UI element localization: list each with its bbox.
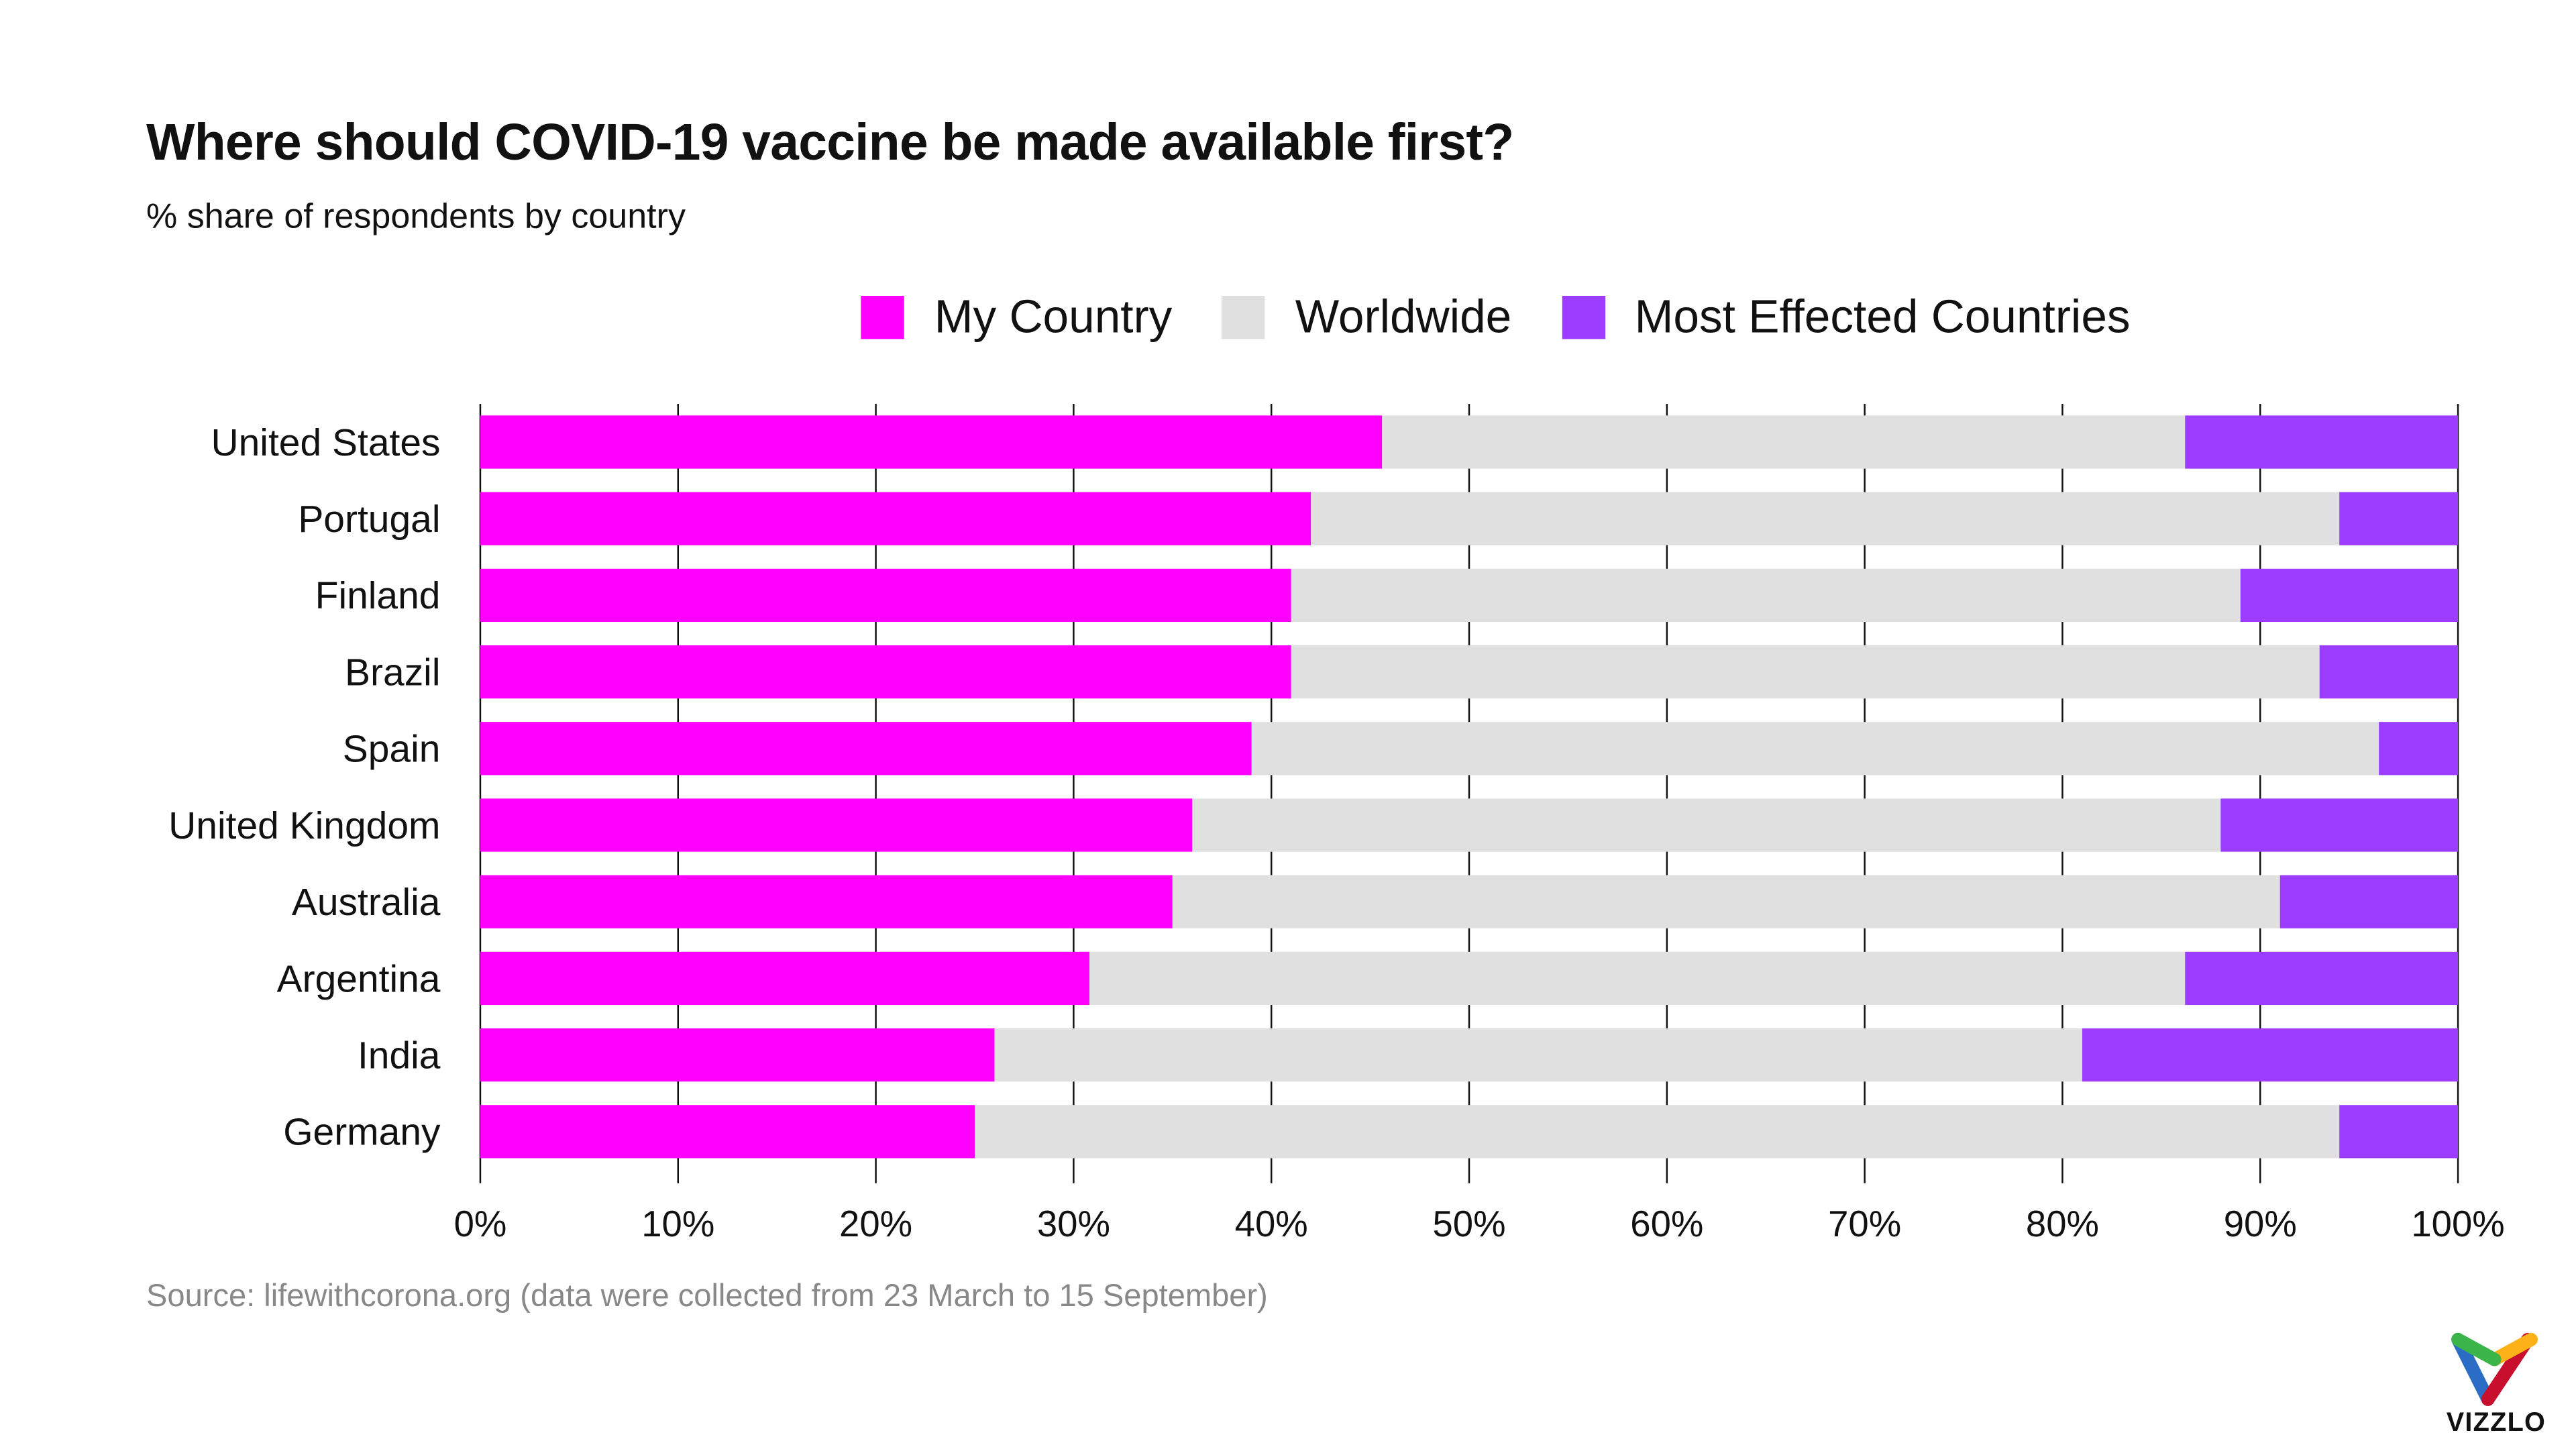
bar-segment [480,1028,995,1082]
category-label: Brazil [345,651,440,694]
bar-segment [2319,645,2459,699]
category-label: India [358,1034,441,1077]
bar-segment [480,492,1311,545]
legend-swatch [1561,295,1605,339]
bar-segment [1172,875,2280,928]
bar-segment [480,568,1291,623]
category-label: Germany [283,1111,441,1154]
x-tick-label: 20% [839,1203,912,1244]
bar-segment [2379,722,2459,775]
bar-segment [1089,951,2186,1006]
bar-segment [2220,798,2459,852]
bar-segment [480,722,1252,775]
bar-segment [480,875,1173,928]
bar-segment [2339,1105,2459,1159]
bar-segment [974,1105,2340,1159]
bar-segment [2240,568,2459,623]
legend: My Country Worldwide Most Effected Countri… [0,291,2576,344]
bar-segment [2082,1028,2459,1082]
x-tick-label: 80% [2026,1203,2099,1244]
x-tick-label: 100% [2411,1203,2504,1244]
category-label: Spain [343,728,441,771]
chart-subtitle: % share of respondents by country [146,197,686,236]
x-tick-label: 10% [641,1203,714,1244]
bar-segment [1311,492,2340,545]
legend-item: My Country [861,290,1173,344]
bar-segment [1192,798,2221,852]
bar-segment [480,798,1193,852]
x-tick-label: 70% [1828,1203,1901,1244]
bar-segment [480,951,1089,1006]
x-tick-label: 50% [1432,1203,1505,1244]
x-tick-label: 30% [1037,1203,1110,1244]
bar-segment [1291,645,2320,699]
legend-swatch [861,295,905,339]
legend-item: Most Effected Countries [1561,290,2131,344]
x-tick-label: 60% [1630,1203,1703,1244]
legend-label: Worldwide [1295,290,1512,343]
x-tick-label: 0% [454,1203,507,1244]
category-label: Argentina [277,957,441,1000]
bar-segment [994,1028,2082,1082]
x-tick-label: 90% [2224,1203,2297,1244]
category-label: Australia [292,881,441,924]
vizzlo-logo-text: VIZZLO [2446,1409,2546,1438]
chart-title: Where should COVID-19 vaccine be made av… [146,113,1514,172]
legend-label: Most Effected Countries [1634,290,2131,343]
category-label: United States [211,421,440,464]
bar-segment [2339,492,2459,545]
bar-segment [2185,415,2459,469]
vizzlo-logo-icon [2451,1332,2538,1406]
category-label: United Kingdom [168,804,440,847]
bar-segment [2185,951,2459,1006]
legend-label: My Country [934,290,1173,343]
legend-item: Worldwide [1222,290,1512,344]
source-note: Source: lifewithcorona.org (data were co… [146,1279,1268,1315]
category-label: Portugal [298,498,440,541]
x-tick-label: 40% [1235,1203,1308,1244]
bar-segment [1382,415,2186,469]
bar-segment [480,645,1291,699]
category-label: Finland [315,574,441,617]
legend-swatch [1222,295,1266,339]
bar-segment [1291,568,2241,623]
bar-segment [2279,875,2459,928]
bar-segment [480,1105,975,1159]
bar-segment [1251,722,2379,775]
bar-segment [480,415,1383,469]
bar-chart: United States Portugal Finland Brazil Spain U… [168,404,2505,1244]
